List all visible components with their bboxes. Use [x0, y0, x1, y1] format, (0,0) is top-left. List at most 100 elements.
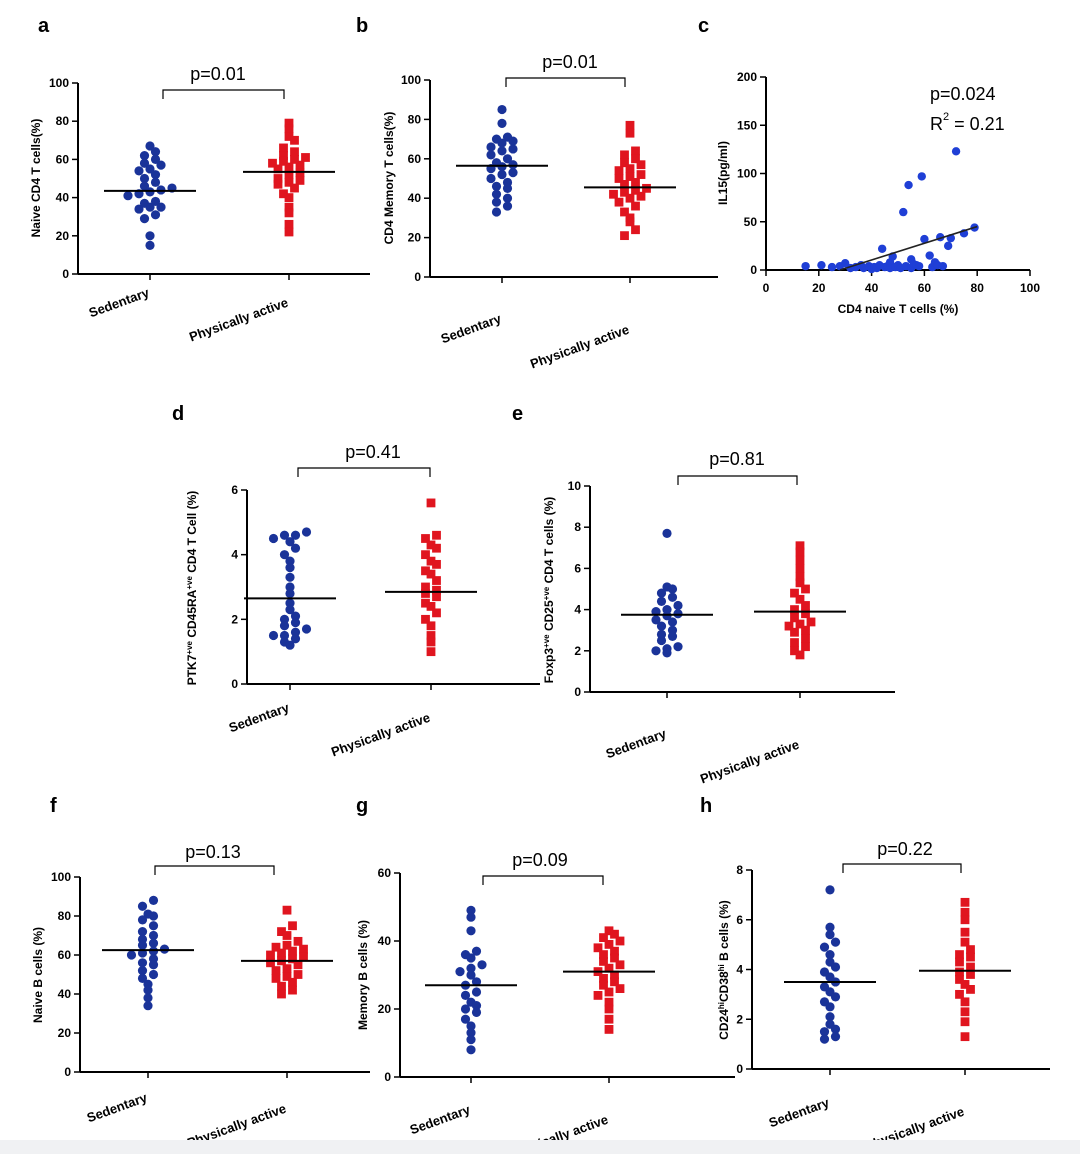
- data-point: [960, 937, 970, 947]
- p-value-label: p=0.22: [877, 839, 933, 859]
- data-point: [279, 189, 288, 199]
- significance-bracket: [677, 475, 798, 485]
- data-point: [491, 207, 502, 217]
- y-tick-label: 60: [58, 948, 72, 962]
- panel-letter: h: [700, 795, 712, 817]
- data-point: [625, 193, 635, 203]
- data-point: [421, 589, 430, 598]
- data-point: [273, 174, 283, 183]
- data-point: [279, 156, 288, 166]
- data-point: [631, 154, 640, 164]
- data-point: [486, 142, 496, 152]
- data-point: [625, 164, 635, 174]
- y-tick-label: 40: [58, 987, 72, 1001]
- data-point: [290, 627, 301, 637]
- data-point: [139, 150, 150, 161]
- data-point: [631, 225, 640, 235]
- data-point: [145, 240, 155, 250]
- annotation-r-squared: R2 = 0.21: [930, 111, 1005, 134]
- panel-letter: e: [512, 403, 523, 425]
- data-point: [790, 646, 799, 656]
- p-value-label: p=0.13: [185, 842, 241, 862]
- data-point: [784, 621, 794, 631]
- data-point: [795, 619, 805, 629]
- data-point: [620, 180, 629, 189]
- data-point: [139, 173, 150, 184]
- data-point: [282, 931, 292, 940]
- data-point: [426, 540, 436, 550]
- data-point: [426, 621, 436, 631]
- data-point: [139, 158, 150, 168]
- ylabel-superscript: +ve: [185, 576, 194, 590]
- data-point: [273, 164, 283, 174]
- data-point: [925, 251, 934, 260]
- ylabel-fragment: CD25: [542, 600, 556, 634]
- data-point: [620, 231, 629, 241]
- data-point: [955, 950, 964, 959]
- data-point: [825, 949, 835, 960]
- data-point: [502, 201, 513, 211]
- y-tick-label: 200: [737, 70, 757, 84]
- data-point: [497, 169, 507, 180]
- data-point: [137, 958, 148, 968]
- data-point: [137, 915, 148, 925]
- category-label: Sedentary: [408, 1101, 473, 1137]
- data-point: [145, 164, 155, 174]
- p-value-label: p=0.81: [709, 449, 765, 469]
- data-point: [284, 177, 294, 187]
- data-point: [604, 963, 614, 973]
- data-point: [139, 214, 150, 224]
- data-point: [795, 578, 805, 588]
- data-point: [966, 952, 975, 962]
- data-point: [279, 143, 288, 153]
- ylabel-fragment: B cells (%): [717, 900, 731, 964]
- x-tick-label: 20: [812, 281, 826, 295]
- y-axis-title: Memory B cells (%): [356, 920, 370, 1030]
- data-point: [432, 585, 441, 595]
- y-tick-label: 20: [378, 1002, 392, 1016]
- data-point: [156, 160, 166, 170]
- data-point: [609, 189, 618, 199]
- data-point: [137, 940, 148, 950]
- data-point: [960, 927, 970, 937]
- data-point: [288, 977, 297, 987]
- data-point: [293, 936, 303, 946]
- category-label: Sedentary: [767, 1094, 832, 1130]
- data-point: [610, 946, 619, 956]
- y-tick-label: 2: [736, 1012, 743, 1026]
- data-point: [593, 991, 603, 1000]
- category-label: Sedentary: [439, 310, 504, 346]
- data-point: [301, 527, 312, 537]
- data-point: [285, 598, 295, 608]
- data-point: [825, 885, 835, 895]
- data-point: [819, 1034, 830, 1044]
- data-point: [631, 178, 640, 187]
- data-point: [477, 960, 487, 970]
- data-point: [279, 530, 290, 540]
- data-point: [293, 970, 303, 979]
- data-point: [421, 534, 430, 543]
- data-point: [137, 966, 148, 976]
- data-point: [290, 530, 301, 540]
- y-tick-label: 40: [56, 191, 70, 205]
- data-point: [615, 960, 625, 970]
- data-point: [960, 1032, 970, 1042]
- data-point: [615, 936, 625, 946]
- y-axis-title: Naive CD4 T cells(%): [29, 119, 43, 238]
- y-tick-label: 20: [408, 231, 422, 245]
- panel-letter: g: [356, 795, 368, 817]
- data-point: [421, 614, 430, 624]
- y-axis-title: PTK7+ve CD45RA+ve CD4 T Cell (%): [185, 491, 200, 686]
- panel-letter: b: [356, 15, 368, 37]
- y-tick-label: 0: [750, 263, 757, 277]
- panel-letter: f: [50, 795, 57, 817]
- data-point: [662, 528, 672, 538]
- panel-letter: d: [172, 403, 184, 425]
- data-point: [285, 572, 295, 582]
- data-point: [143, 993, 153, 1003]
- data-point: [604, 1025, 614, 1034]
- data-point: [271, 942, 281, 952]
- y-tick-label: 6: [231, 483, 238, 497]
- data-point: [955, 975, 964, 984]
